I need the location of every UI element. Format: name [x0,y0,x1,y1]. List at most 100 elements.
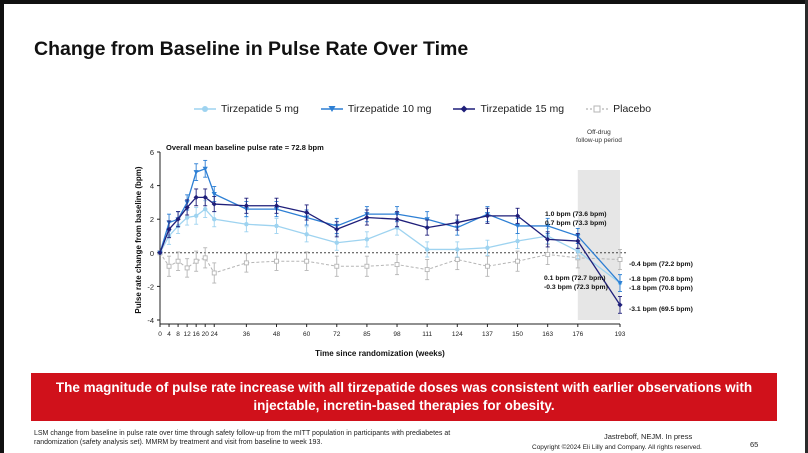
data-point [424,225,430,231]
data-point [184,215,190,220]
data-point [244,222,249,227]
data-point [202,255,208,261]
data-point [334,226,340,232]
data-point [514,213,521,219]
data-point [243,260,249,266]
x-tick-label: 137 [482,331,493,338]
x-tick-label: 150 [512,331,523,338]
legend-label: Placebo [613,103,652,115]
y-tick-label: 2 [150,215,154,224]
series-tirzepatide-5-mg [157,200,623,292]
data-point [575,248,581,254]
data-point [273,203,280,209]
offdrug-label: Off-drug [587,129,611,136]
data-point [484,213,491,219]
data-point [304,232,309,237]
window-edge [805,0,808,453]
x-tick-label: 60 [303,331,311,338]
value-annotation: -3.1 bpm (69.5 bpm) [629,306,693,313]
data-point [545,252,551,257]
data-point [175,216,181,222]
x-tick-label: 48 [273,331,281,338]
slide: Change from Baseline in Pulse Rate Over … [4,4,805,453]
data-point [184,204,190,211]
data-point [617,257,623,262]
series-line [159,167,621,284]
x-tick-label: 16 [193,331,201,338]
data-point [334,263,340,269]
legend-label: Tirzepatide 5 mg [221,103,299,115]
data-point [617,302,623,308]
x-tick-label: 8 [176,331,180,338]
legend-item-tirzepatide-15: Tirzepatide 15 mg [453,101,564,117]
x-tick-label: 85 [363,331,371,338]
data-point [274,223,279,229]
legend-label: Tirzepatide 10 mg [347,103,432,115]
legend-item-tirzepatide-10: Tirzepatide 10 mg [320,101,432,117]
data-point [202,194,208,200]
data-point [202,206,208,212]
x-axis-label: Time since randomization (weeks) [315,349,445,358]
x-tick-label: 111 [422,331,432,338]
data-point [193,170,199,175]
y-tick-label: 6 [150,148,154,157]
data-point [334,240,339,245]
series-line [159,252,621,274]
value-annotation: 0.7 bpm (73.3 bpm) [545,220,607,227]
legend-label: Tirzepatide 15 mg [480,103,565,115]
data-point [304,209,310,216]
baseline-annotation: Overall mean baseline pulse rate = 72.8 … [166,143,324,152]
y-tick-label: 0 [150,249,154,258]
legend-marker-diamond-icon [453,105,476,113]
value-annotation: 0.1 bpm (72.7 bpm) [544,275,606,282]
x-tick-label: 36 [243,331,251,338]
chart-legend: Tirzepatide 5 mg Tirzepatide 10 mg Tirze… [194,101,651,117]
x-tick-label: 4 [167,331,171,338]
y-tick-label: 4 [150,182,154,191]
value-annotation: -1.8 bpm (70.8 bpm) [629,276,693,283]
data-point [484,263,490,269]
y-tick-label: -4 [147,316,154,325]
data-point [454,219,460,226]
data-point [202,166,208,172]
data-point [364,214,370,221]
footnote: LSM change from baseline in pulse rate o… [34,430,451,446]
data-point [424,267,430,273]
data-point [184,265,190,271]
x-tick-label: 72 [333,331,341,338]
data-point [304,258,310,264]
value-annotation: -0.3 bpm (72.3 bpm) [544,284,608,291]
data-point [545,236,551,242]
data-point [394,262,400,268]
page-number: 65 [750,440,759,449]
x-tick-label: 124 [452,331,463,338]
slide-title: Change from Baseline in Pulse Rate Over … [34,38,469,60]
data-point [243,203,249,209]
reference-citation: Jastreboff, NEJM. In press [604,432,693,441]
data-point [212,217,217,222]
data-point [424,247,430,252]
data-point [211,201,217,207]
legend-item-tirzepatide-5: Tirzepatide 5 mg [194,101,299,117]
key-message-banner: The magnitude of pulse rate increase wit… [31,373,777,421]
data-point [364,237,370,242]
copyright-text: Copyright ©2024 Eli Lilly and Company. A… [532,444,702,451]
y-tick-label: -2 [147,282,154,291]
value-annotation: 1.0 bpm (73.6 bpm) [545,211,607,218]
data-point [274,258,279,264]
data-point [545,223,551,229]
x-tick-label: 176 [572,331,583,338]
data-point [211,192,217,197]
legend-marker-triangle-icon [320,106,343,112]
data-point [193,258,199,264]
data-point [394,216,400,222]
x-tick-label: 0 [158,331,162,338]
x-tick-label: 193 [615,331,626,338]
x-tick-label: 98 [393,331,401,338]
data-point [515,258,521,264]
value-annotation: -0.4 bpm (72.2 bpm) [629,261,693,268]
legend-marker-circle-icon [194,106,216,112]
x-tick-label: 12 [184,331,192,338]
value-annotation: -1.8 bpm (70.8 bpm) [629,285,693,292]
